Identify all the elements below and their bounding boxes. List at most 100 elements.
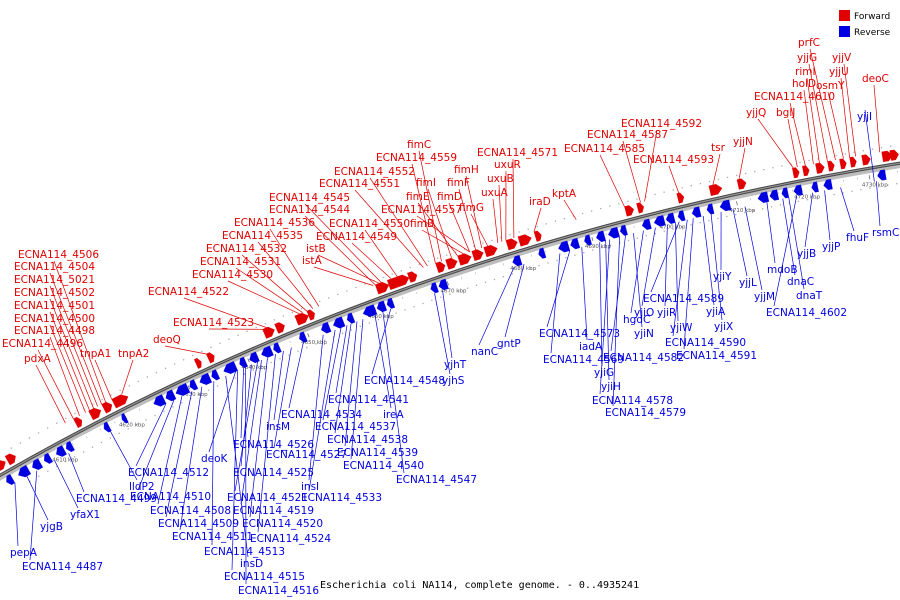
axis-tick-label: 4710 kbp: [729, 208, 755, 214]
forward-gene-label: ECNA114_4545: [269, 192, 350, 204]
axis-tick-label: 4630 kbp: [182, 392, 208, 398]
reverse-gene-label: ECNA114_4524: [250, 533, 331, 545]
axis-tick: [446, 281, 449, 286]
reverse-gene-label: ECNA114_4521: [227, 492, 308, 504]
forward-guide-dot: [826, 156, 828, 158]
axis-tick-label: 4660 kbp: [368, 314, 394, 320]
forward-guide-dot: [763, 168, 765, 171]
forward-gene-label: ECNA114_4501: [14, 300, 95, 312]
reverse-gene-connector: [234, 361, 258, 492]
reverse-guide-dot: [645, 235, 648, 237]
reverse-guide-dot: [413, 305, 415, 308]
forward-gene-arrow: [435, 261, 446, 274]
forward-guide-dot: [328, 297, 330, 299]
forward-guide-dot: [545, 223, 547, 225]
reverse-gene-arrow: [793, 184, 803, 196]
forward-guide-dot: [645, 196, 647, 198]
reverse-guide-dot: [118, 432, 120, 434]
forward-guide-dot: [282, 315, 285, 317]
forward-gene-label: deoC: [862, 73, 889, 85]
forward-gene-label: ECNA114_4592: [621, 118, 702, 130]
forward-guide-dot: [808, 159, 810, 162]
reverse-guide-dot: [395, 312, 397, 314]
axis-tick: [736, 201, 738, 206]
reverse-gene-arrow: [199, 372, 213, 385]
forward-gene-connector: [164, 345, 207, 355]
reverse-guide-dot: [556, 259, 558, 261]
forward-gene-arrow: [676, 192, 685, 204]
forward-gene-label: tsr: [711, 142, 726, 154]
reverse-gene-connector: [664, 224, 668, 307]
forward-gene-connector: [351, 242, 392, 280]
forward-gene-arrow: [483, 244, 498, 258]
forward-gene-arrow: [839, 158, 847, 170]
forward-guide-dot: [554, 220, 557, 222]
reverse-gene-label: ECNA114_4579: [605, 407, 686, 419]
axis-tick: [307, 333, 310, 338]
reverse-gene-connector: [546, 250, 571, 328]
reverse-gene-connector: [599, 239, 610, 395]
reverse-gene-arrow: [273, 342, 282, 354]
reverse-guide-dot: [82, 451, 85, 453]
reverse-gene-arrow: [18, 464, 32, 478]
reverse-gene-connector: [308, 334, 324, 481]
axis-tick-label: 4700 kbp: [660, 224, 686, 230]
forward-gene-arrow: [262, 326, 275, 339]
forward-guide-dot: [853, 151, 856, 153]
forward-gene-label: deoQ: [153, 334, 181, 346]
reverse-guide-dot: [878, 186, 880, 188]
forward-guide-dot: [781, 165, 783, 167]
forward-gene-label: osmY: [816, 80, 845, 92]
reverse-guide-dot: [726, 215, 728, 218]
reverse-gene-label: insD: [240, 558, 263, 570]
axis-minor-tick: [289, 340, 291, 343]
axis-minor-tick: [633, 225, 635, 228]
forward-gene-label: ECNA114_4523: [173, 317, 254, 329]
forward-guide-dot: [255, 326, 257, 329]
axis-tick-label: 4620 kbp: [119, 423, 145, 429]
forward-guide-dot: [210, 346, 212, 349]
reverse-gene-label: ECNA114_4487: [22, 561, 103, 573]
forward-gene-arrow: [792, 167, 800, 179]
forward-guide-dot: [119, 389, 121, 391]
reverse-guide-dot: [100, 441, 103, 444]
forward-guide-dot: [309, 304, 312, 306]
forward-gene-label: istB: [306, 243, 326, 255]
reverse-guide-dot: [654, 232, 656, 235]
reverse-gene-label: yjiY: [713, 271, 732, 283]
reverse-gene-label: dnaT: [796, 290, 823, 302]
reverse-guide-dot: [243, 373, 245, 375]
forward-guide-dot: [110, 394, 112, 396]
forward-guide-dot: [618, 203, 620, 205]
forward-gene-connector: [417, 202, 458, 257]
reverse-gene-connector: [179, 386, 203, 531]
forward-gene-connector: [416, 215, 470, 253]
reverse-guide-dot: [833, 193, 835, 196]
reverse-guide-dot: [708, 219, 710, 222]
reverse-gene-label: mdoB: [767, 264, 798, 276]
axis-minor-tick: [502, 263, 504, 266]
reverse-gene-label: ECNA114_4509: [158, 518, 239, 530]
forward-gene-arrow: [205, 352, 215, 364]
reverse-guide-dot: [699, 222, 701, 224]
forward-gene-label: ECNA114_4610: [754, 91, 835, 103]
reverse-gene-connector: [374, 314, 392, 409]
reverse-gene-connector: [605, 240, 610, 381]
forward-gene-arrow: [881, 150, 893, 163]
reverse-guide-dot: [681, 226, 683, 228]
reverse-gene-label: yjjM: [754, 291, 775, 303]
reverse-gene-arrow: [56, 445, 67, 457]
forward-guide-dot: [10, 447, 12, 449]
reverse-gene-connector: [371, 308, 392, 375]
forward-gene-arrow: [111, 394, 129, 409]
forward-gene-connector: [317, 254, 380, 284]
forward-gene-label: ECNA114_4549: [316, 231, 397, 243]
reverse-gene-connector: [875, 181, 881, 227]
forward-gene-arrow: [4, 453, 16, 466]
forward-gene-connector: [49, 324, 86, 413]
axis-tick-label: 4690 kbp: [585, 244, 611, 250]
axis-minor-tick: [530, 254, 532, 257]
reverse-gene-connector: [824, 190, 831, 241]
forward-gene-arrow: [736, 178, 747, 190]
forward-guide-dot: [500, 236, 502, 239]
